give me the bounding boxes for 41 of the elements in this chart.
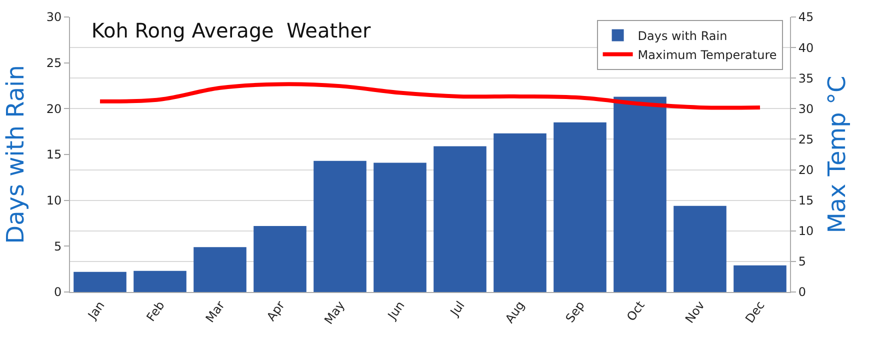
x-tick-label: Oct xyxy=(624,298,648,324)
y-tick-label: 15 xyxy=(46,148,62,162)
y2-tick-label: 20 xyxy=(798,162,814,177)
y-tick-label: 5 xyxy=(54,239,62,254)
x-tick-label: Jul xyxy=(447,298,468,320)
bar xyxy=(734,265,786,292)
y2-tick-label: 10 xyxy=(798,224,814,238)
legend-label: Maximum Temperature xyxy=(638,48,777,62)
x-tick-label: Jun xyxy=(384,298,408,323)
line-series xyxy=(98,82,762,110)
y2-tick-label: 30 xyxy=(798,102,814,116)
bar xyxy=(614,96,666,292)
y2-tick-label: 40 xyxy=(798,40,814,55)
y2-tick-label: 45 xyxy=(798,10,814,24)
bar xyxy=(194,247,246,292)
bar xyxy=(134,270,186,292)
bar xyxy=(434,146,486,292)
x-tick-label: Sep xyxy=(562,298,588,326)
y-tick-label: 25 xyxy=(46,56,62,70)
y-tick-label: 10 xyxy=(46,194,62,208)
bar xyxy=(314,160,366,292)
y2-tick-label: 0 xyxy=(798,285,806,300)
y-tick-label: 30 xyxy=(46,10,62,24)
bar xyxy=(254,226,306,292)
y-axis-title: Days with Rain xyxy=(1,65,30,244)
y2-tick-label: 15 xyxy=(798,194,814,208)
y2-tick-label: 35 xyxy=(798,71,814,86)
y-tick-label: 0 xyxy=(54,285,62,300)
bar xyxy=(674,206,726,292)
bar xyxy=(74,272,126,292)
y2-tick-label: 25 xyxy=(798,132,814,146)
bar xyxy=(554,122,606,292)
y2-axis-title: Max Temp °C xyxy=(822,76,851,234)
bar xyxy=(374,162,426,292)
chart-title: Koh Rong Average Weather xyxy=(91,18,372,43)
y-tick-label: 20 xyxy=(46,102,62,116)
bar xyxy=(494,133,546,292)
legend-label: Days with Rain xyxy=(638,28,728,43)
x-tick-label: Feb xyxy=(144,298,168,324)
x-tick-label: Jan xyxy=(84,298,108,323)
y2-tick-label: 5 xyxy=(798,254,806,269)
